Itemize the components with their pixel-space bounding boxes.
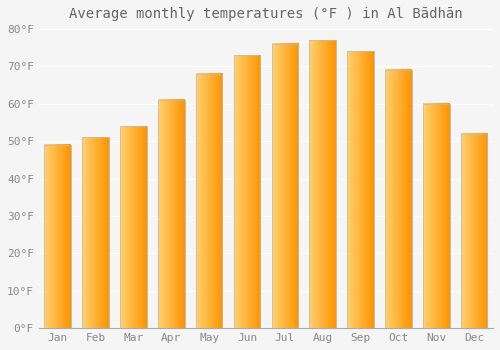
Bar [234,55,260,328]
Bar [461,134,487,328]
Bar [385,70,411,328]
Title: Average monthly temperatures (°F ) in Al Bādhān: Average monthly temperatures (°F ) in Al… [69,7,462,21]
Bar [44,145,71,328]
Bar [196,74,222,328]
Bar [234,55,260,328]
Bar [196,74,222,328]
Bar [158,100,184,328]
Bar [461,134,487,328]
Bar [348,51,374,328]
Bar [310,40,336,328]
Bar [120,126,146,328]
Bar [82,138,109,328]
Bar [423,104,450,328]
Bar [272,44,298,328]
Bar [158,100,184,328]
Bar [310,40,336,328]
Bar [82,138,109,328]
Bar [44,145,71,328]
Bar [423,104,450,328]
Bar [385,70,411,328]
Bar [348,51,374,328]
Bar [272,44,298,328]
Bar [120,126,146,328]
